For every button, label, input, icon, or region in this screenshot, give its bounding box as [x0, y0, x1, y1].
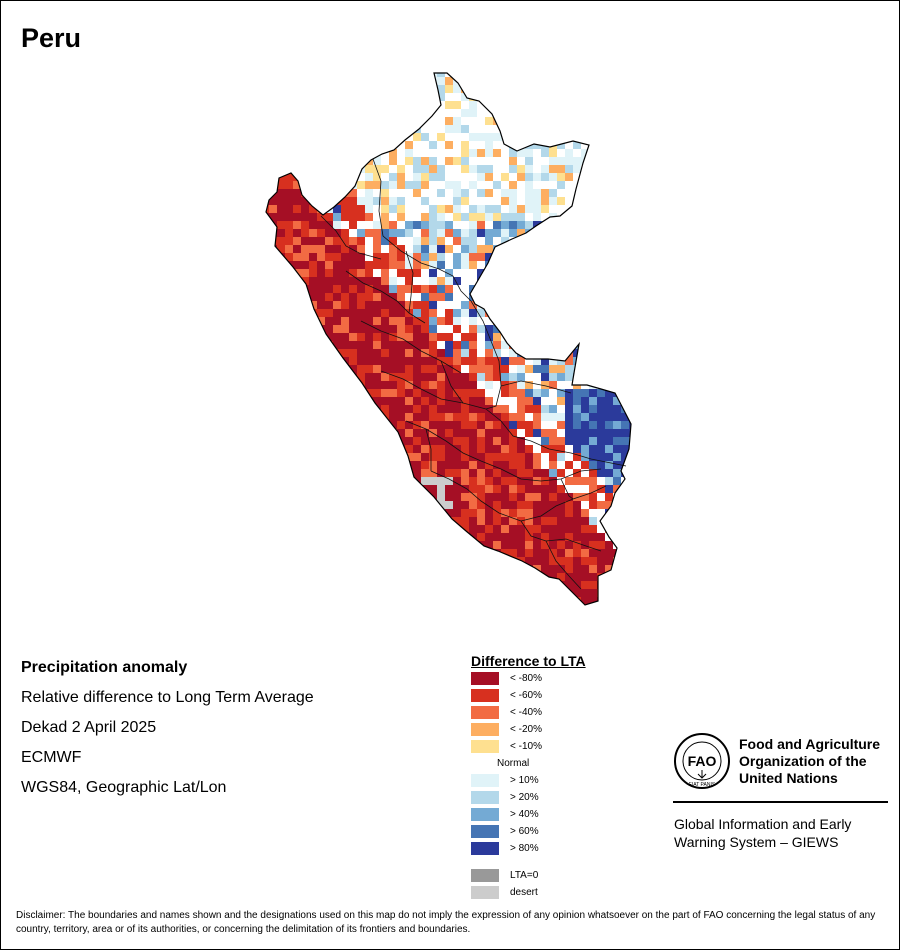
legend-label: < -40% — [510, 707, 542, 718]
legend-swatch — [471, 672, 499, 685]
legend-swatch — [471, 842, 499, 855]
fao-name: Food and Agriculture Organization of the… — [739, 736, 899, 787]
giews-line-1: Global Information and Early — [674, 816, 852, 832]
info-source: ECMWF — [21, 749, 82, 766]
legend-swatch — [471, 886, 499, 899]
fao-name-line-2: Organization of the — [739, 753, 867, 769]
fao-name-line-3: United Nations — [739, 770, 838, 786]
legend-swatch — [471, 723, 499, 736]
legend-label: LTA=0 — [510, 870, 539, 881]
legend-swatch — [471, 869, 499, 882]
fao-name-line-1: Food and Agriculture — [739, 736, 881, 752]
fao-logo-motto: FIAT PANIS — [689, 782, 716, 788]
legend-label: > 20% — [510, 792, 539, 803]
info-heading: Precipitation anomaly — [21, 659, 188, 676]
legend-label: > 40% — [510, 809, 539, 820]
peru-anomaly-map — [265, 72, 632, 606]
fao-logo-text: FAO — [688, 753, 717, 769]
legend-label: Normal — [497, 758, 530, 769]
info-projection: WGS84, Geographic Lat/Lon — [21, 779, 227, 796]
legend-label: > 60% — [510, 826, 539, 837]
legend-swatch — [471, 740, 499, 753]
legend-swatch — [471, 706, 499, 719]
legend-label: < -80% — [510, 673, 542, 684]
disclaimer: Disclaimer: The boundaries and names sho… — [16, 910, 876, 935]
legend-swatch — [471, 808, 499, 821]
org-divider — [673, 801, 888, 803]
info-period: Dekad 2 April 2025 — [21, 719, 157, 736]
info-subtitle: Relative difference to Long Term Average — [21, 689, 314, 706]
region-boundaries — [320, 158, 627, 590]
giews-line-2: Warning System – GIEWS — [674, 834, 839, 850]
legend-label: > 80% — [510, 843, 539, 854]
legend-swatch — [471, 774, 499, 787]
legend-label: desert — [510, 887, 538, 898]
legend-swatch — [471, 791, 499, 804]
giews-name: Global Information and Early Warning Sys… — [674, 815, 894, 851]
legend-swatch — [471, 825, 499, 838]
legend-title: Difference to LTA — [471, 653, 586, 669]
legend-label: < -10% — [510, 741, 542, 752]
legend-swatch — [471, 689, 499, 702]
legend-label: < -20% — [510, 724, 542, 735]
map-title: Peru — [21, 23, 82, 53]
fao-logo-icon: FAO FIAT PANIS — [674, 733, 730, 789]
legend-label: > 10% — [510, 775, 539, 786]
legend-label: < -60% — [510, 690, 542, 701]
